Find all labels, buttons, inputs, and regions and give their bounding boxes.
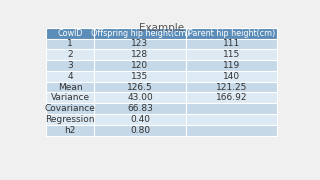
- Bar: [46, 103, 94, 114]
- Bar: [94, 103, 186, 114]
- Text: 128: 128: [132, 50, 148, 59]
- Text: 3: 3: [67, 61, 73, 70]
- Text: 66.83: 66.83: [127, 104, 153, 113]
- Bar: [94, 82, 186, 93]
- Text: 43.00: 43.00: [127, 93, 153, 102]
- Text: Variance: Variance: [51, 93, 90, 102]
- Text: 120: 120: [132, 61, 148, 70]
- Bar: [186, 71, 277, 82]
- Bar: [46, 93, 94, 103]
- Bar: [46, 71, 94, 82]
- Text: Example: Example: [139, 23, 184, 33]
- Bar: [186, 103, 277, 114]
- Text: 0.80: 0.80: [130, 126, 150, 135]
- Bar: [46, 49, 94, 60]
- Bar: [186, 39, 277, 49]
- Bar: [46, 39, 94, 49]
- Bar: [186, 93, 277, 103]
- Text: 115: 115: [223, 50, 240, 59]
- Bar: [94, 28, 186, 39]
- Text: 4: 4: [68, 72, 73, 81]
- Text: Parent hip height(cm): Parent hip height(cm): [188, 29, 275, 38]
- Text: 2: 2: [68, 50, 73, 59]
- Bar: [46, 60, 94, 71]
- Bar: [46, 82, 94, 93]
- Text: 123: 123: [132, 39, 148, 48]
- Bar: [186, 82, 277, 93]
- Text: 119: 119: [223, 61, 240, 70]
- Text: 126.5: 126.5: [127, 83, 153, 92]
- Text: 135: 135: [131, 72, 148, 81]
- Bar: [94, 125, 186, 136]
- Text: 140: 140: [223, 72, 240, 81]
- Text: Mean: Mean: [58, 83, 83, 92]
- Bar: [186, 60, 277, 71]
- Text: CowID: CowID: [58, 29, 83, 38]
- Text: Regression: Regression: [45, 115, 95, 124]
- Bar: [186, 49, 277, 60]
- Text: 111: 111: [223, 39, 240, 48]
- Bar: [94, 39, 186, 49]
- Bar: [46, 28, 94, 39]
- Bar: [186, 28, 277, 39]
- Bar: [94, 93, 186, 103]
- Bar: [46, 125, 94, 136]
- Bar: [186, 125, 277, 136]
- Text: 166.92: 166.92: [216, 93, 247, 102]
- Text: 1: 1: [67, 39, 73, 48]
- Bar: [94, 71, 186, 82]
- Bar: [46, 114, 94, 125]
- Text: 121.25: 121.25: [216, 83, 247, 92]
- Text: Covariance: Covariance: [45, 104, 96, 113]
- Text: Offspring hip height(cm): Offspring hip height(cm): [91, 29, 189, 38]
- Text: h2: h2: [65, 126, 76, 135]
- Text: 0.40: 0.40: [130, 115, 150, 124]
- Bar: [94, 49, 186, 60]
- Bar: [94, 60, 186, 71]
- Bar: [94, 114, 186, 125]
- Bar: [186, 114, 277, 125]
